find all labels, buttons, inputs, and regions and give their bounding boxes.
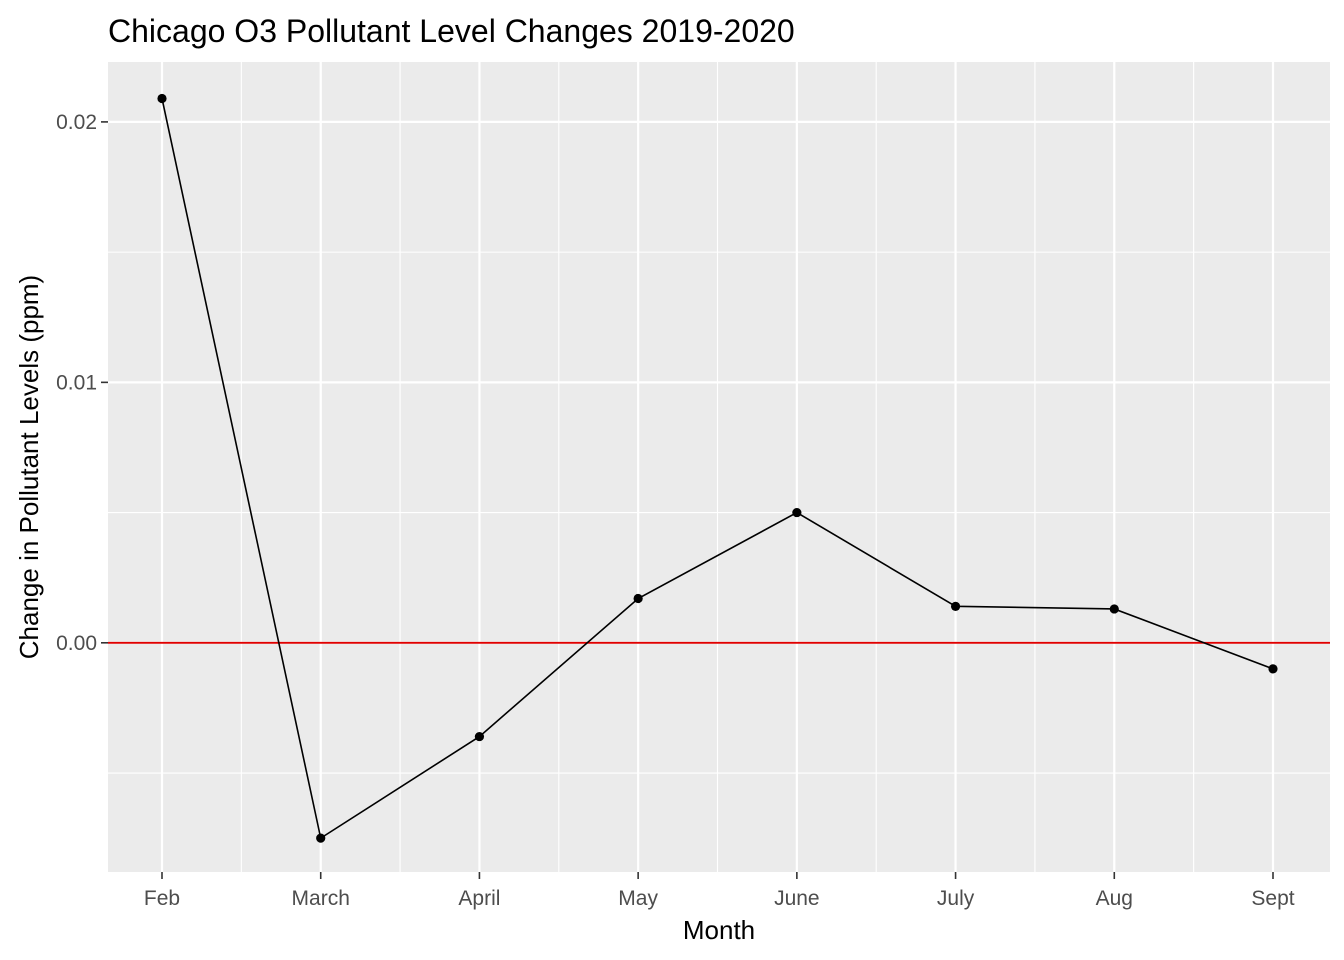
data-points xyxy=(157,93,1278,843)
x-tick-label: June xyxy=(774,887,820,910)
x-tick-label: April xyxy=(458,887,500,910)
data-point xyxy=(950,601,961,611)
x-tick-label: July xyxy=(937,887,975,910)
x-tick-label: Feb xyxy=(144,887,180,910)
data-point xyxy=(1268,664,1278,674)
series-line xyxy=(161,98,1274,840)
y-axis-ticks: 0.00 0.01 0.02 xyxy=(56,111,108,655)
x-tick-label: Aug xyxy=(1096,887,1133,910)
data-point xyxy=(1109,604,1119,614)
x-tick-label: May xyxy=(618,887,658,910)
data-point xyxy=(157,93,167,104)
x-tick-label: Sept xyxy=(1251,887,1294,910)
chart-title: Chicago O3 Pollutant Level Changes 2019-… xyxy=(108,13,795,49)
x-axis-ticks: Feb March April May June July Aug Sept xyxy=(144,872,1295,910)
data-point xyxy=(633,593,643,604)
x-tick-label: March xyxy=(292,887,350,910)
x-axis-title: Month xyxy=(683,915,755,945)
plot-panel xyxy=(108,62,1330,872)
y-tick-label: 0.00 xyxy=(56,632,97,655)
data-point xyxy=(792,507,802,518)
y-axis-title: Change in Pollutant Levels (ppm) xyxy=(14,275,44,659)
minor-gridlines xyxy=(108,62,1330,872)
y-tick-label: 0.02 xyxy=(56,111,97,134)
y-tick-label: 0.01 xyxy=(56,371,97,394)
data-point xyxy=(316,833,326,843)
data-point xyxy=(474,731,485,742)
